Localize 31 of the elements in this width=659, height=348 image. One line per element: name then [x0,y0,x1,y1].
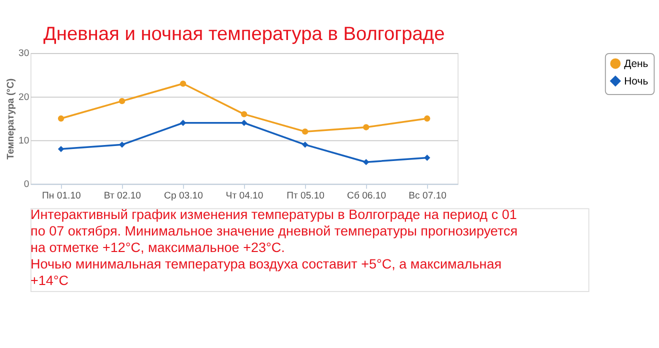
x-tick-label: Вт 02.10 [104,190,142,202]
point [363,124,370,130]
chart-title: Дневная и ночная температура в Волгограде [43,24,445,46]
y-tick-label: 10 [18,135,30,146]
point [363,159,370,166]
text: Интерактивный график изменения температуры в Волгограде на период с 01 по 07 октября. Минимальное значение дневной температуры прогнозируется на отметке +12°C, максимальное +23°C. [30,206,518,255]
x-tick-label: Пн 01.10 [42,190,81,202]
x-tick-label: Вс 07.10 [408,190,446,202]
y-axis-title: Температура (°C) [5,78,16,160]
y-tick-label: 20 [18,92,30,103]
point [302,142,308,148]
y-tick-label: 0 [24,178,30,190]
legend-label: Ночь [624,76,649,88]
point [180,80,186,87]
y-tick-label: 30 [18,48,30,60]
x-tick-label: Сб 06.10 [347,190,386,202]
point [302,128,308,135]
x-tick-label: Ср 03.10 [164,190,203,202]
point [118,142,126,148]
point [240,111,248,118]
x-tick-label: Чт 04.10 [226,190,264,202]
point [58,115,64,122]
point [424,154,430,161]
legend-label: День [624,59,649,70]
text: Ночью минимальная температура воздуха составит +5°C, а максимальная +14°C [30,256,502,288]
point [118,98,126,104]
point [424,115,430,122]
x-tick-label: Пт 05.10 [286,190,324,202]
point [180,120,186,126]
point [58,146,64,152]
point [240,120,248,126]
